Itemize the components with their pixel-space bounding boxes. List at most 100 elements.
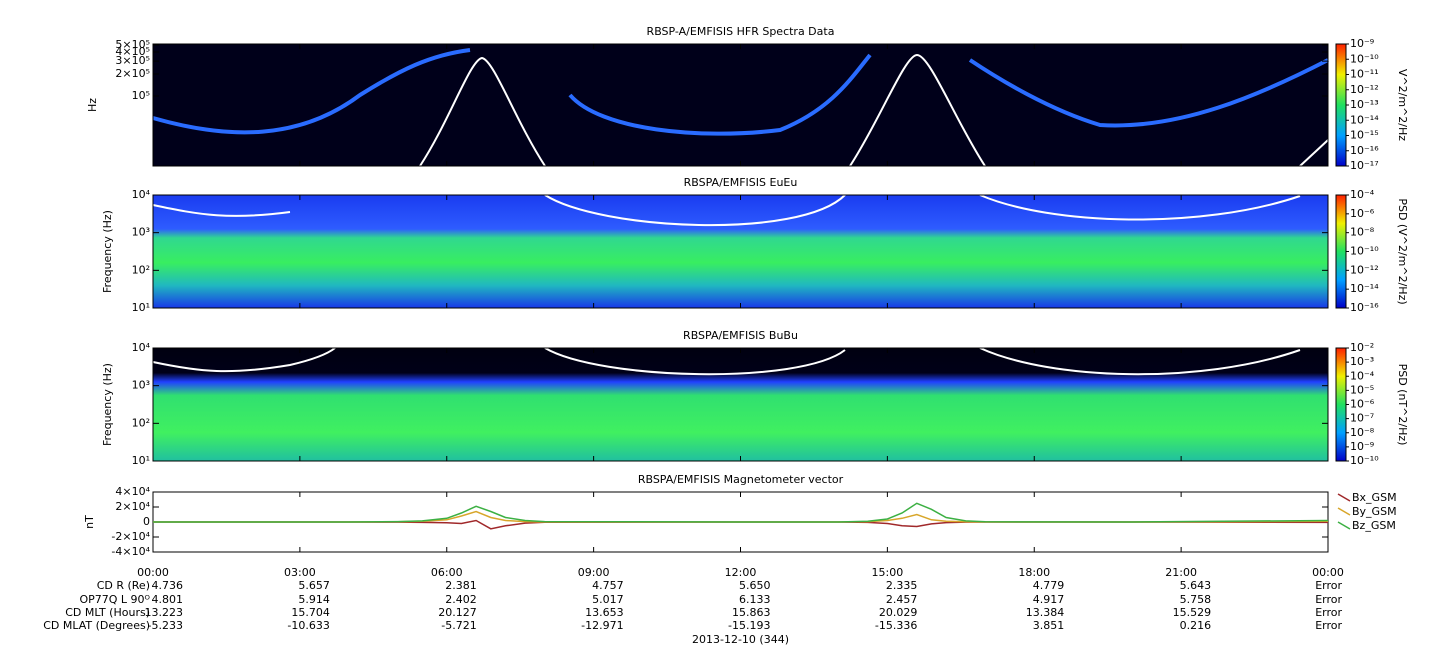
colorbar-tick-label: 10⁻¹⁶	[1350, 144, 1379, 157]
ephemeris-value: -10.633	[287, 619, 329, 632]
ephemeris-value: -5.721	[441, 619, 476, 632]
y-tick-label: 2×10⁴	[115, 500, 150, 513]
ephemeris-value: 15.863	[732, 606, 771, 619]
ephemeris-value: 5.914	[298, 593, 330, 606]
ephemeris-value: 2.335	[886, 579, 918, 592]
colorbar-tick-label: 10⁻⁴	[1350, 369, 1375, 382]
legend-swatch	[1337, 507, 1351, 516]
spectrogram-images	[152, 44, 1329, 461]
y-tick-label: 4×10⁵	[115, 45, 150, 58]
ephemeris-value: 13.223	[145, 606, 184, 619]
colorbar-tick-label: 10⁻¹⁴	[1350, 282, 1379, 295]
colorbar-tick-label: 10⁻⁵	[1350, 383, 1374, 396]
ephemeris-value: 2.457	[886, 593, 918, 606]
y-tick-label: 0	[143, 515, 150, 528]
colorbar-tick-label: 10⁻¹³	[1350, 98, 1379, 111]
ephemeris-value: 0.216	[1180, 619, 1212, 632]
ephemeris-value: 6.133	[739, 593, 771, 606]
x-tick-label: 12:00	[725, 566, 757, 579]
ephemeris-value: 20.029	[879, 606, 918, 619]
colorbar	[1335, 347, 1347, 462]
legend-label: Bx_GSM	[1352, 491, 1397, 504]
y-tick-label: 10⁴	[132, 188, 151, 201]
colorbar-tick-label: 10⁻⁹	[1350, 440, 1374, 453]
x-tick-label: 21:00	[1165, 566, 1197, 579]
colorbar-tick-label: 10⁻¹¹	[1350, 68, 1379, 81]
ephemeris-value: 15.704	[291, 606, 330, 619]
y-tick-label: 10¹	[132, 454, 150, 467]
colorbar-tick-label: 10⁻¹⁶	[1350, 301, 1379, 314]
y-tick-label: 10⁴	[132, 341, 151, 354]
y-axis-label: Frequency (Hz)	[101, 210, 114, 293]
ephemeris-value: 2.381	[445, 579, 477, 592]
data-line	[153, 502, 1329, 523]
ephemeris-value: 5.017	[592, 593, 624, 606]
x-tick-label: 03:00	[284, 566, 316, 579]
ephemeris-value: 13.653	[585, 606, 624, 619]
ephemeris-value: 5.657	[298, 579, 330, 592]
ephemeris-value: Error	[1315, 619, 1342, 632]
model-curve	[152, 194, 1301, 227]
y-tick-label: 10³	[132, 226, 150, 239]
ephemeris-value: 4.917	[1033, 593, 1065, 606]
ephemeris-value: 4.801	[152, 593, 184, 606]
colorbar-tick-label: 10⁻²	[1350, 341, 1374, 354]
model-curve	[152, 347, 1301, 376]
ephemeris-value: 5.643	[1180, 579, 1212, 592]
colorbar-tick-label: 10⁻³	[1350, 355, 1374, 368]
y-axis-label: Hz	[86, 98, 99, 112]
colorbar-tick-label: 10⁻⁸	[1350, 226, 1375, 239]
ephemeris-value: 20.127	[438, 606, 477, 619]
ephemeris-value: 5.650	[739, 579, 771, 592]
panel-title: RBSP-A/EMFISIS HFR Spectra Data	[647, 25, 835, 38]
ephemeris-value: Error	[1315, 593, 1342, 606]
ephemeris-value: Error	[1315, 579, 1342, 592]
model-curve	[419, 53, 1329, 167]
ephemeris-value: 4.736	[152, 579, 184, 592]
colorbar-tick-label: 10⁻¹⁷	[1350, 159, 1379, 172]
ephemeris-value: 4.779	[1033, 579, 1065, 592]
ephemeris-label: CD R (Re)	[97, 579, 150, 592]
ephemeris-value: 2.402	[445, 593, 477, 606]
y-tick-label: -4×10⁴	[111, 545, 150, 558]
colorbar-tick-label: 10⁻⁸	[1350, 426, 1375, 439]
spectrogram-2	[153, 195, 1328, 308]
y-tick-label: -2×10⁴	[111, 530, 150, 543]
y-axis-label: nT	[83, 515, 96, 529]
y-axis-label: Frequency (Hz)	[101, 363, 114, 446]
colorbar-label: PSD (nT^2/Hz)	[1396, 364, 1409, 446]
spectrogram-3	[153, 348, 1328, 461]
x-tick-label: 18:00	[1018, 566, 1050, 579]
ephemeris-value: -15.336	[875, 619, 917, 632]
y-tick-label: 3×10⁵	[115, 54, 150, 67]
spectrogram-1	[153, 44, 1328, 166]
colorbar	[1335, 194, 1347, 309]
ephemeris-value: 4.757	[592, 579, 624, 592]
x-tick-label: 00:00	[137, 566, 169, 579]
x-tick-label: 00:00	[1312, 566, 1344, 579]
colorbar-tick-label: 10⁻¹²	[1350, 83, 1379, 96]
y-tick-label: 10²	[132, 416, 150, 429]
legend-label: Bz_GSM	[1352, 519, 1396, 532]
y-tick-label: 5×10⁵	[115, 38, 150, 51]
colorbar-tick-label: 10⁻¹⁰	[1350, 52, 1379, 65]
ephemeris-value: 15.529	[1173, 606, 1212, 619]
ephemeris-value: Error	[1315, 606, 1342, 619]
y-tick-label: 4×10⁴	[115, 485, 150, 498]
x-tick-label: 06:00	[431, 566, 463, 579]
colorbar-tick-label: 10⁻¹⁵	[1350, 129, 1379, 142]
y-tick-label: 10¹	[132, 301, 150, 314]
legend-label: By_GSM	[1352, 505, 1397, 518]
panel-title: RBSPA/EMFISIS BuBu	[683, 329, 798, 342]
ephemeris-value: -5.233	[148, 619, 183, 632]
legend-swatch	[1337, 521, 1351, 530]
y-tick-label: 10³	[132, 379, 150, 392]
colorbar-tick-label: 10⁻¹⁰	[1350, 454, 1379, 467]
date-label: 2013-12-10 (344)	[692, 633, 789, 646]
colorbar-label: PSD (V^2/m^2/Hz)	[1396, 198, 1409, 304]
panel-title: RBSPA/EMFISIS EuEu	[684, 176, 798, 189]
y-tick-label: 2×10⁵	[115, 67, 150, 80]
x-tick-label: 15:00	[872, 566, 904, 579]
panel-title: RBSPA/EMFISIS Magnetometer vector	[638, 473, 844, 486]
colorbar-tick-label: 10⁻⁶	[1350, 398, 1375, 411]
